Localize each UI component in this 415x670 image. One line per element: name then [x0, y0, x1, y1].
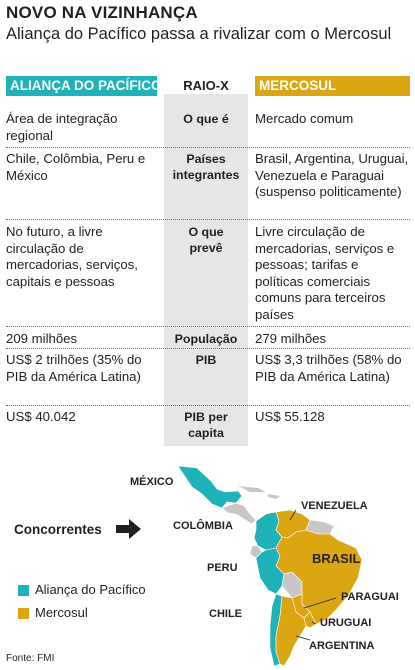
- row-label-pib-per-capita: PIB per capita: [184, 410, 228, 440]
- leader-argentina: [295, 635, 311, 641]
- raio-x-column-background: [164, 94, 248, 446]
- raio-x-heading: RAIO-X: [183, 78, 229, 93]
- mercosul-paises: Brasil, Argentina, Uruguai, Venezuela e …: [255, 151, 409, 199]
- mercosul-o-que-preve: Livre circulação de mercadorias, serviço…: [255, 224, 395, 322]
- row-divider: [6, 147, 410, 148]
- map-label-peru: PERU: [207, 562, 238, 574]
- uruguai-shape: [303, 611, 317, 629]
- row-divider: [6, 219, 410, 220]
- row-label-o-que-preve: O que prevê: [188, 225, 224, 255]
- leader-paraguai: [303, 597, 337, 609]
- cuba-shape: [238, 486, 266, 492]
- source-note: Fonte: FMI: [6, 653, 55, 664]
- row-label-pib: PIB: [195, 353, 217, 367]
- map-label-chile: CHILE: [209, 608, 242, 620]
- central-america-shape: [221, 502, 257, 525]
- map-label-argentina: ARGENTINA: [309, 640, 375, 652]
- alianca-pib: US$ 2 trilhões (35% do PIB da América La…: [6, 352, 142, 384]
- row-label-paises: Países integrantes: [172, 152, 240, 182]
- leader-uruguai: [311, 621, 317, 625]
- infographic-subtitle: Aliança do Pacífico passa a rivalizar co…: [6, 25, 392, 43]
- alianca-pib-per-capita: US$ 40.042: [6, 409, 76, 424]
- legend-label-mercosul: Mercosul: [35, 605, 88, 620]
- mercosul-o-que-e: Mercado comum: [255, 111, 354, 126]
- map-label-brasil: BRASIL: [312, 551, 361, 566]
- infographic-title: NOVO NA VIZINHANÇA: [6, 3, 198, 22]
- alianca-o-que-e: Área de integração regional: [6, 111, 118, 143]
- brasil-shape: [275, 529, 363, 625]
- concorrentes-label: Concorrentes: [14, 522, 102, 537]
- map-label-uruguai: URUGUAI: [320, 617, 372, 629]
- alianca-o-que-preve: No futuro, a livre circulação de mercado…: [6, 224, 138, 289]
- map-label-venezuela: VENEZUELA: [301, 500, 368, 512]
- mercosul-heading: MERCOSUL: [255, 76, 410, 96]
- legend-swatch-mercosul: [18, 608, 29, 619]
- caribbean-islands: [268, 494, 280, 499]
- map-label-mexico: MÉXICO: [130, 476, 174, 488]
- mexico-shape: [177, 465, 243, 509]
- mercosul-populacao: 279 milhões: [255, 331, 327, 346]
- alianca-populacao: 209 milhões: [6, 331, 78, 346]
- legend-label-alianca: Aliança do Pacífico: [35, 582, 146, 597]
- row-label-populacao: População: [174, 332, 238, 346]
- leader-venezuela: [289, 509, 297, 521]
- arrow-right-icon: [116, 519, 141, 539]
- map-label-paraguai: PARAGUAI: [341, 591, 399, 603]
- alianca-heading: ALIANÇA DO PACÍFICO: [6, 76, 162, 96]
- argentina-shape: [275, 595, 307, 667]
- alianca-paises: Chile, Colômbia, Peru e México: [6, 151, 146, 183]
- mercosul-pib: US$ 3,3 trilhões (58% do PIB da América …: [255, 352, 402, 384]
- row-label-o-que-e: O que é: [183, 112, 229, 126]
- row-divider: [6, 348, 410, 349]
- row-divider: [6, 405, 410, 406]
- row-divider: [6, 326, 410, 327]
- mercosul-pib-per-capita: US$ 55.128: [255, 409, 325, 424]
- legend-swatch-alianca: [18, 585, 29, 596]
- map-label-colombia: COLÔMBIA: [173, 520, 233, 532]
